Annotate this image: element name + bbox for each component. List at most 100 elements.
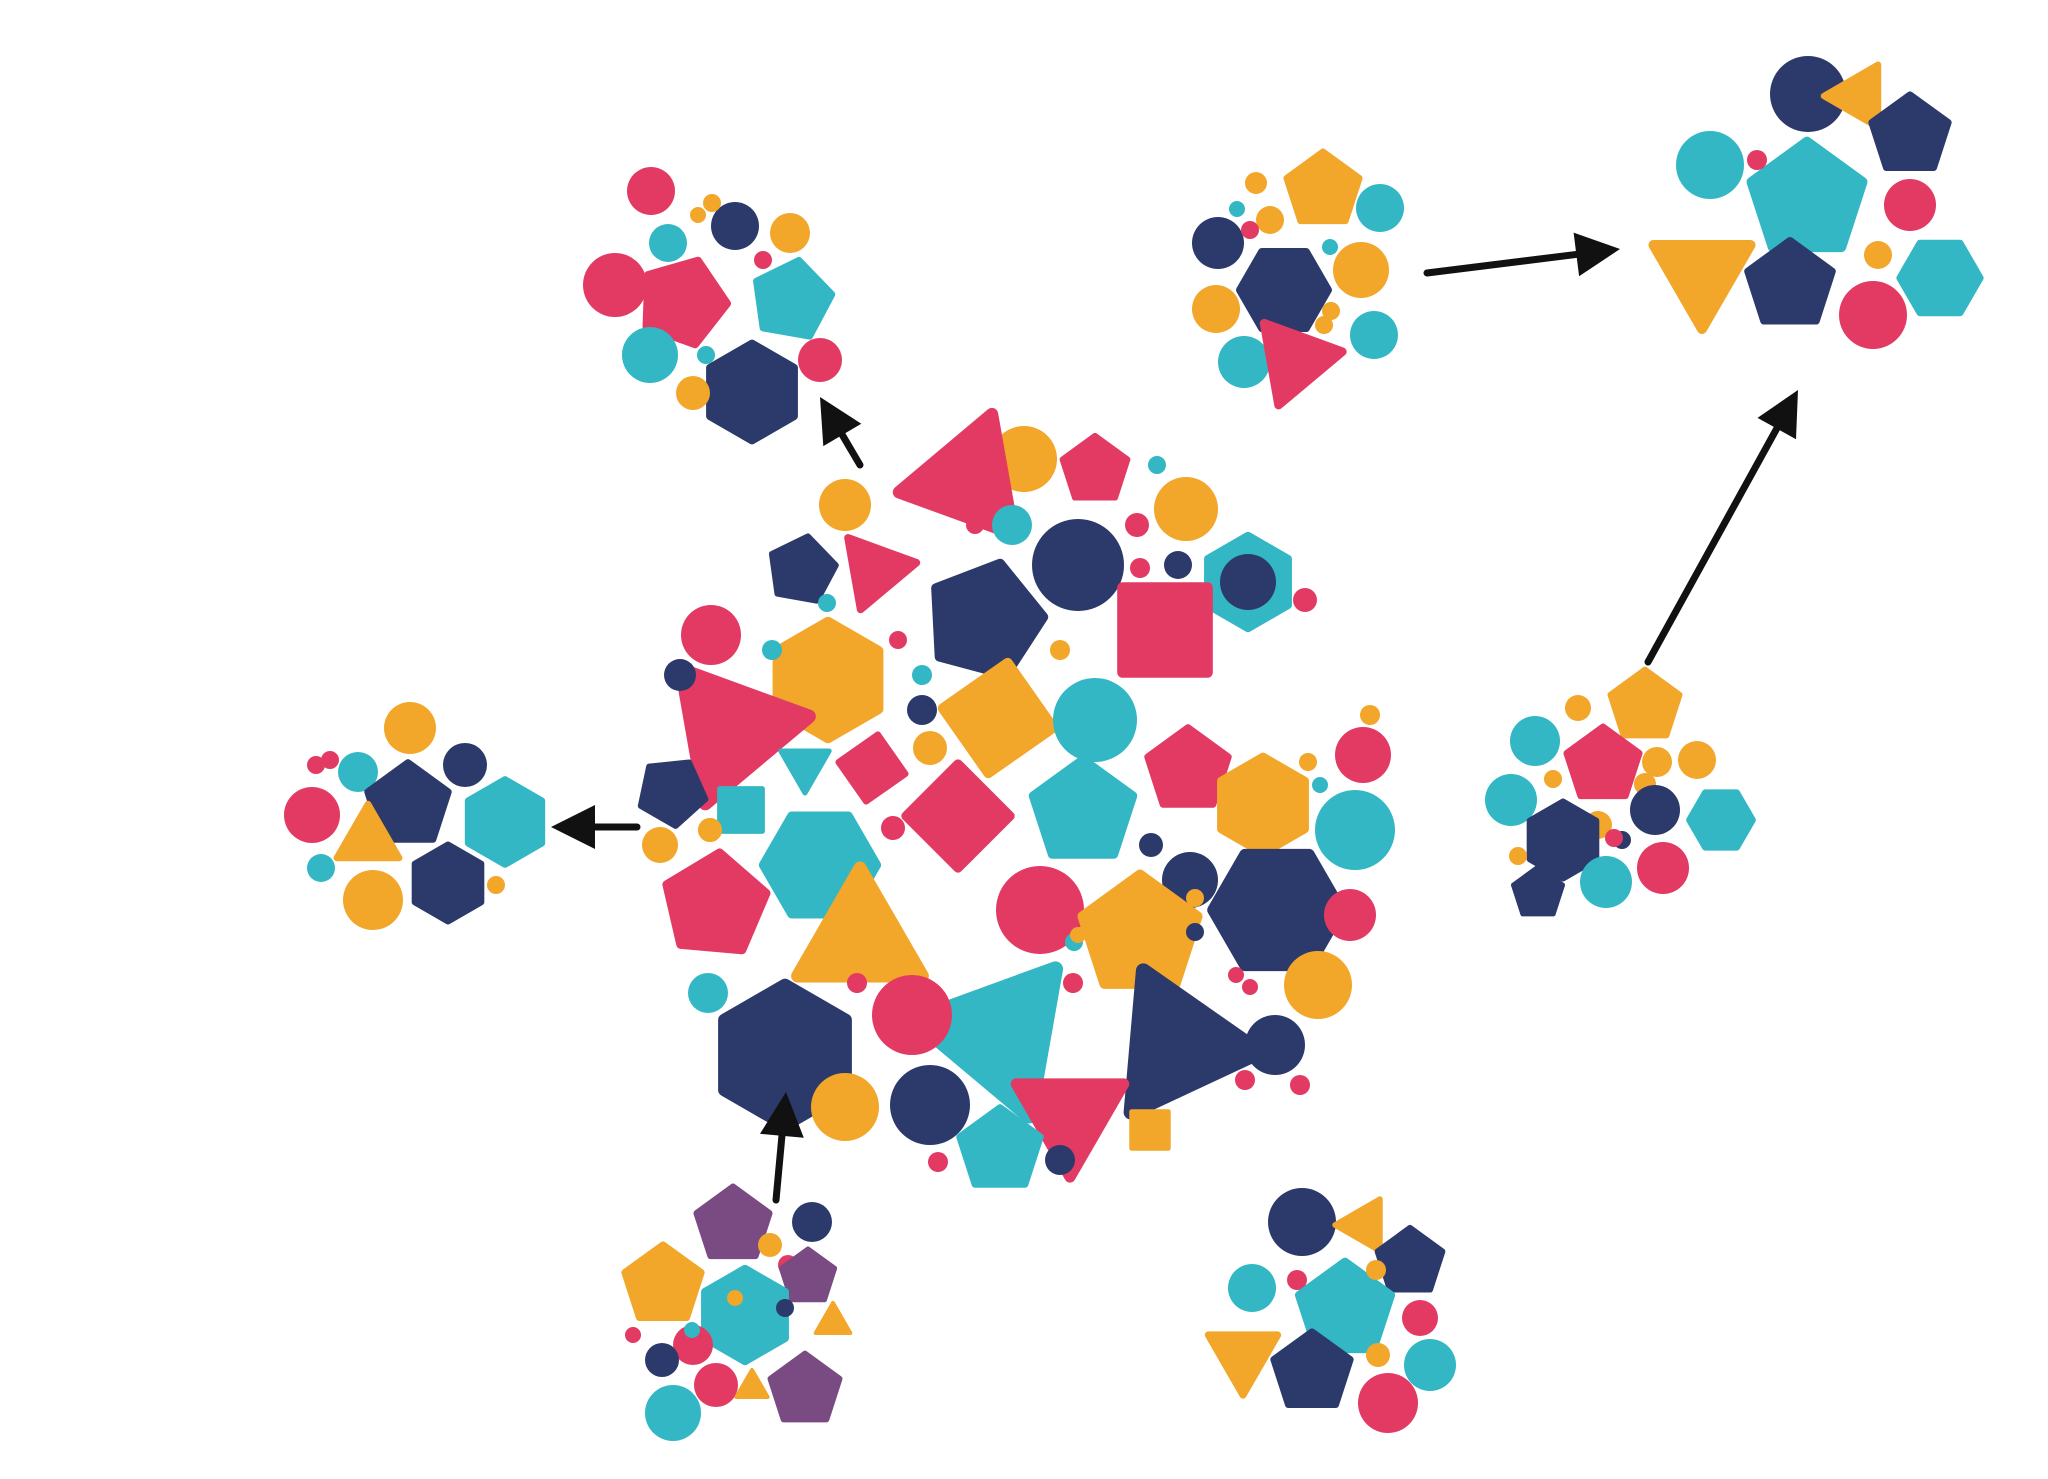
- pentagon-shape: [1510, 864, 1566, 917]
- cluster-top-right-a: [1192, 148, 1404, 410]
- arrow-shaft: [772, 1132, 786, 1204]
- circle-shape: [1637, 842, 1689, 894]
- dot-shape: [664, 659, 696, 691]
- circle-shape: [1358, 1373, 1418, 1433]
- pentagon-shape: [1563, 723, 1643, 800]
- dot-shape: [1228, 967, 1244, 983]
- circle-shape: [583, 253, 647, 317]
- pentagon-shape: [1270, 1328, 1354, 1409]
- circle-shape: [645, 1385, 701, 1441]
- circle-shape: [284, 787, 340, 843]
- dot-shape: [642, 827, 678, 863]
- dot-shape: [1299, 753, 1317, 771]
- circle-shape: [1333, 242, 1389, 298]
- dot-shape: [928, 1152, 948, 1172]
- dot-shape: [1509, 847, 1527, 865]
- pentagon-shape: [1294, 1257, 1396, 1354]
- hexagon-shape: [1207, 848, 1347, 972]
- circle-shape: [1580, 856, 1632, 908]
- hexagon-shape: [1236, 247, 1332, 333]
- circle-shape: [622, 327, 678, 383]
- pentagon-shape: [931, 558, 1049, 680]
- circle-shape: [1676, 131, 1744, 199]
- square-shape: [1129, 1109, 1171, 1151]
- circle-shape: [1510, 716, 1560, 766]
- cluster-left: [284, 702, 546, 930]
- dot-shape: [690, 207, 706, 223]
- dot-shape: [1125, 513, 1149, 537]
- triangle-shape: [813, 1301, 853, 1335]
- square-shape: [901, 759, 1015, 873]
- dot-shape: [1312, 777, 1328, 793]
- dot-shape: [966, 516, 984, 534]
- circle-shape: [758, 1233, 782, 1257]
- dot-shape: [1241, 221, 1259, 239]
- circle-shape: [770, 213, 810, 253]
- triangle-shape: [1648, 239, 1756, 335]
- dot-shape: [1747, 150, 1767, 170]
- pentagon-shape: [753, 257, 836, 340]
- dot-shape: [1186, 923, 1204, 941]
- arrowhead-icon: [760, 1092, 804, 1138]
- circle-shape: [694, 1363, 738, 1407]
- cluster-top-left: [583, 167, 842, 445]
- dot-shape: [1565, 695, 1591, 721]
- hexagon-shape: [1526, 798, 1600, 882]
- cluster-bottom-left: [621, 1183, 853, 1441]
- circle-shape: [645, 1343, 679, 1377]
- dot-shape: [1070, 927, 1086, 943]
- circle-shape: [1218, 336, 1270, 388]
- dot-shape: [1050, 640, 1070, 660]
- circle-shape: [1356, 184, 1404, 232]
- triangle-shape: [674, 663, 816, 811]
- circle-shape: [872, 975, 952, 1055]
- dot-shape: [1063, 973, 1083, 993]
- circle-shape: [1228, 1264, 1276, 1312]
- circle-shape: [443, 743, 487, 787]
- pentagon-shape: [693, 1183, 773, 1260]
- circle-shape: [627, 167, 675, 215]
- dot-shape: [847, 973, 867, 993]
- pentagon-shape: [621, 1241, 705, 1322]
- dot-shape: [321, 751, 339, 769]
- triangle-shape: [1332, 1196, 1383, 1254]
- circle-shape: [1404, 1339, 1456, 1391]
- pentagon-shape: [1028, 755, 1138, 859]
- circle-shape: [811, 1073, 879, 1141]
- dot-shape: [992, 505, 1032, 545]
- arrow-hub-to-left: [551, 805, 641, 849]
- dot-shape: [913, 731, 947, 765]
- circle-shape: [1192, 217, 1244, 269]
- circle-shape: [890, 1065, 970, 1145]
- dot-shape: [307, 756, 325, 774]
- circle-shape: [1192, 285, 1240, 333]
- circle-shape: [688, 973, 728, 1013]
- circle-shape: [711, 202, 759, 250]
- triangle-shape: [1123, 963, 1268, 1120]
- circle-shape: [1770, 56, 1846, 132]
- hexagon-shape: [1896, 239, 1984, 317]
- circle-shape: [1839, 281, 1907, 349]
- circle-shape: [673, 1325, 713, 1365]
- triangle-shape: [333, 800, 403, 862]
- arrow-shaft: [1423, 250, 1580, 277]
- circle-shape: [1032, 519, 1124, 611]
- pentagon-shape: [767, 1350, 843, 1423]
- dot-shape: [776, 1299, 794, 1317]
- circle-shape: [1864, 241, 1892, 269]
- pentagon-shape: [1059, 432, 1131, 501]
- pentagon-shape: [1607, 666, 1683, 739]
- dot-shape: [762, 640, 782, 660]
- triangle-shape: [844, 534, 921, 614]
- dot-shape: [1245, 172, 1267, 194]
- hexagon-shape: [706, 339, 798, 445]
- dot-shape: [1366, 1343, 1390, 1367]
- arrow-shaft: [1644, 425, 1781, 666]
- circle-shape: [343, 870, 403, 930]
- square-shape: [1117, 582, 1213, 678]
- cluster-right: [1485, 666, 1756, 917]
- circle-shape: [1154, 477, 1218, 541]
- dot-shape: [1322, 302, 1340, 320]
- pentagon-shape: [1374, 1224, 1446, 1293]
